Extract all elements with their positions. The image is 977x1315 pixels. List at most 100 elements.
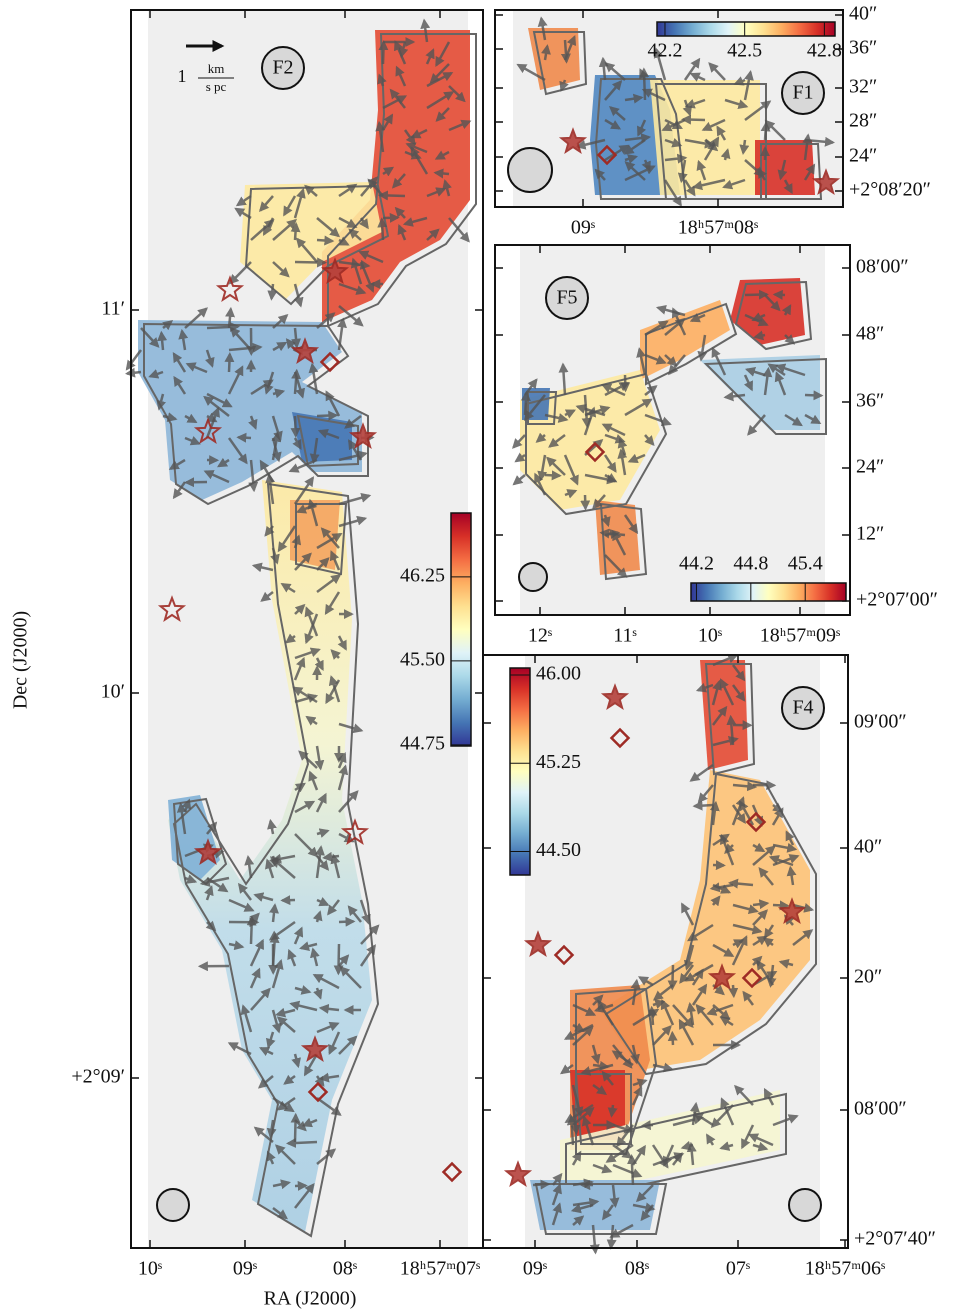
gradient-arrow (429, 63, 450, 84)
gradient-arrow (324, 591, 341, 616)
gradient-arrow (709, 800, 720, 826)
gradient-arrow (228, 940, 245, 951)
panel-map: F2 (125, 10, 477, 1248)
gradient-arrow (240, 1004, 253, 1033)
gradient-arrow (199, 876, 230, 887)
dec-tick-label: 12″ (856, 523, 884, 545)
gradient-arrow (316, 896, 330, 907)
gradient-arrow (512, 434, 526, 449)
gradient-arrow (337, 317, 347, 351)
gradient-arrow (604, 79, 623, 101)
gradient-arrow (686, 1002, 697, 1026)
dec-tick-label: 36″ (856, 390, 884, 412)
gradient-arrow (739, 139, 750, 155)
gradient-arrow (566, 1115, 577, 1146)
gradient-arrow (681, 114, 706, 125)
panel-label-circle (781, 71, 825, 115)
gradient-arrow (350, 257, 363, 285)
gradient-arrow (276, 1016, 296, 1033)
velocity-region (240, 182, 382, 300)
gradient-arrow (635, 1184, 654, 1203)
gradient-arrow (420, 18, 431, 43)
contour (599, 502, 648, 581)
gradient-arrow (668, 354, 686, 376)
gradient-arrow (338, 954, 350, 967)
gradient-arrow (720, 1097, 735, 1126)
gradient-arrow (316, 557, 330, 571)
gradient-arrow (307, 498, 319, 527)
gradient-arrow (395, 65, 407, 87)
colorbar-tick-label: 42.2 (647, 40, 682, 62)
gradient-arrow (697, 784, 714, 804)
gradient-arrow (272, 313, 289, 329)
gradient-arrow (630, 1044, 640, 1065)
gradient-arrow (293, 926, 304, 945)
gradient-arrow (689, 72, 706, 82)
gradient-arrow (250, 379, 274, 396)
gradient-arrow (308, 362, 319, 395)
gradient-arrow (435, 41, 451, 68)
core-marker (441, 1161, 463, 1183)
gradient-arrow (741, 1124, 755, 1150)
gradient-arrow (224, 352, 235, 373)
gradient-arrow (267, 818, 277, 835)
gradient-arrow (706, 1133, 716, 1146)
gradient-arrow (360, 924, 380, 945)
gradient-arrow (301, 1117, 318, 1128)
panel-map: F4 (503, 653, 825, 1255)
contour (703, 357, 827, 435)
gradient-arrow (184, 307, 208, 329)
dec-tick-label: 08′00″ (854, 1098, 907, 1120)
gradient-arrow (601, 383, 626, 397)
gradient-arrow (266, 1119, 277, 1139)
gradient-arrow (391, 173, 406, 189)
gradient-arrow (733, 76, 746, 86)
core-marker (745, 811, 767, 833)
gradient-arrow (338, 790, 359, 813)
gradient-arrow (265, 858, 275, 879)
gradient-arrow (294, 1183, 315, 1209)
gradient-arrow (339, 965, 362, 989)
gradient-arrow (544, 413, 569, 423)
gradient-arrow (227, 1042, 252, 1056)
gradient-arrow (764, 924, 775, 939)
panel-label: F1 (792, 82, 813, 104)
gradient-arrow (516, 63, 546, 82)
gradient-arrow (711, 346, 727, 376)
gradient-arrow (265, 472, 276, 505)
gradient-arrow (802, 133, 813, 161)
gradient-arrow (394, 206, 406, 219)
gradient-arrow (426, 187, 447, 198)
gradient-arrow (294, 693, 319, 704)
gradient-arrow (314, 745, 325, 771)
gradient-arrow (627, 453, 646, 464)
gradient-arrow (781, 304, 792, 316)
gradient-arrow (184, 874, 198, 884)
gradient-arrow (624, 398, 653, 417)
gradient-arrow (338, 492, 372, 506)
contour (296, 414, 359, 468)
core-marker (307, 1081, 329, 1103)
core-marker (741, 967, 763, 989)
gradient-arrow (630, 978, 641, 1006)
gradient-arrow (338, 183, 358, 198)
gradient-arrow (563, 454, 579, 486)
gradient-arrow (752, 909, 768, 926)
colorbar-tick-label: 44.50 (536, 839, 581, 861)
velocity-maps: F2 F1 F5 F4 (125, 10, 843, 1255)
gradient-arrow (712, 653, 739, 667)
gradient-arrow (697, 334, 708, 362)
gradient-arrow (572, 1026, 594, 1046)
gradient-arrow (537, 16, 548, 41)
gradient-arrow (572, 1003, 597, 1016)
gradient-arrow (318, 1003, 340, 1014)
panel-label: F4 (792, 697, 813, 719)
gradient-arrow (397, 224, 407, 241)
gradient-arrow (739, 800, 755, 826)
gradient-arrow (260, 591, 274, 602)
ra-tick-label: 08ˢ (625, 1258, 649, 1280)
gradient-arrow (125, 349, 143, 371)
gradient-arrow (394, 40, 407, 65)
gradient-arrow (772, 900, 790, 911)
ra-tick-label: 18ʰ57ᵐ07ˢ (400, 1258, 480, 1280)
